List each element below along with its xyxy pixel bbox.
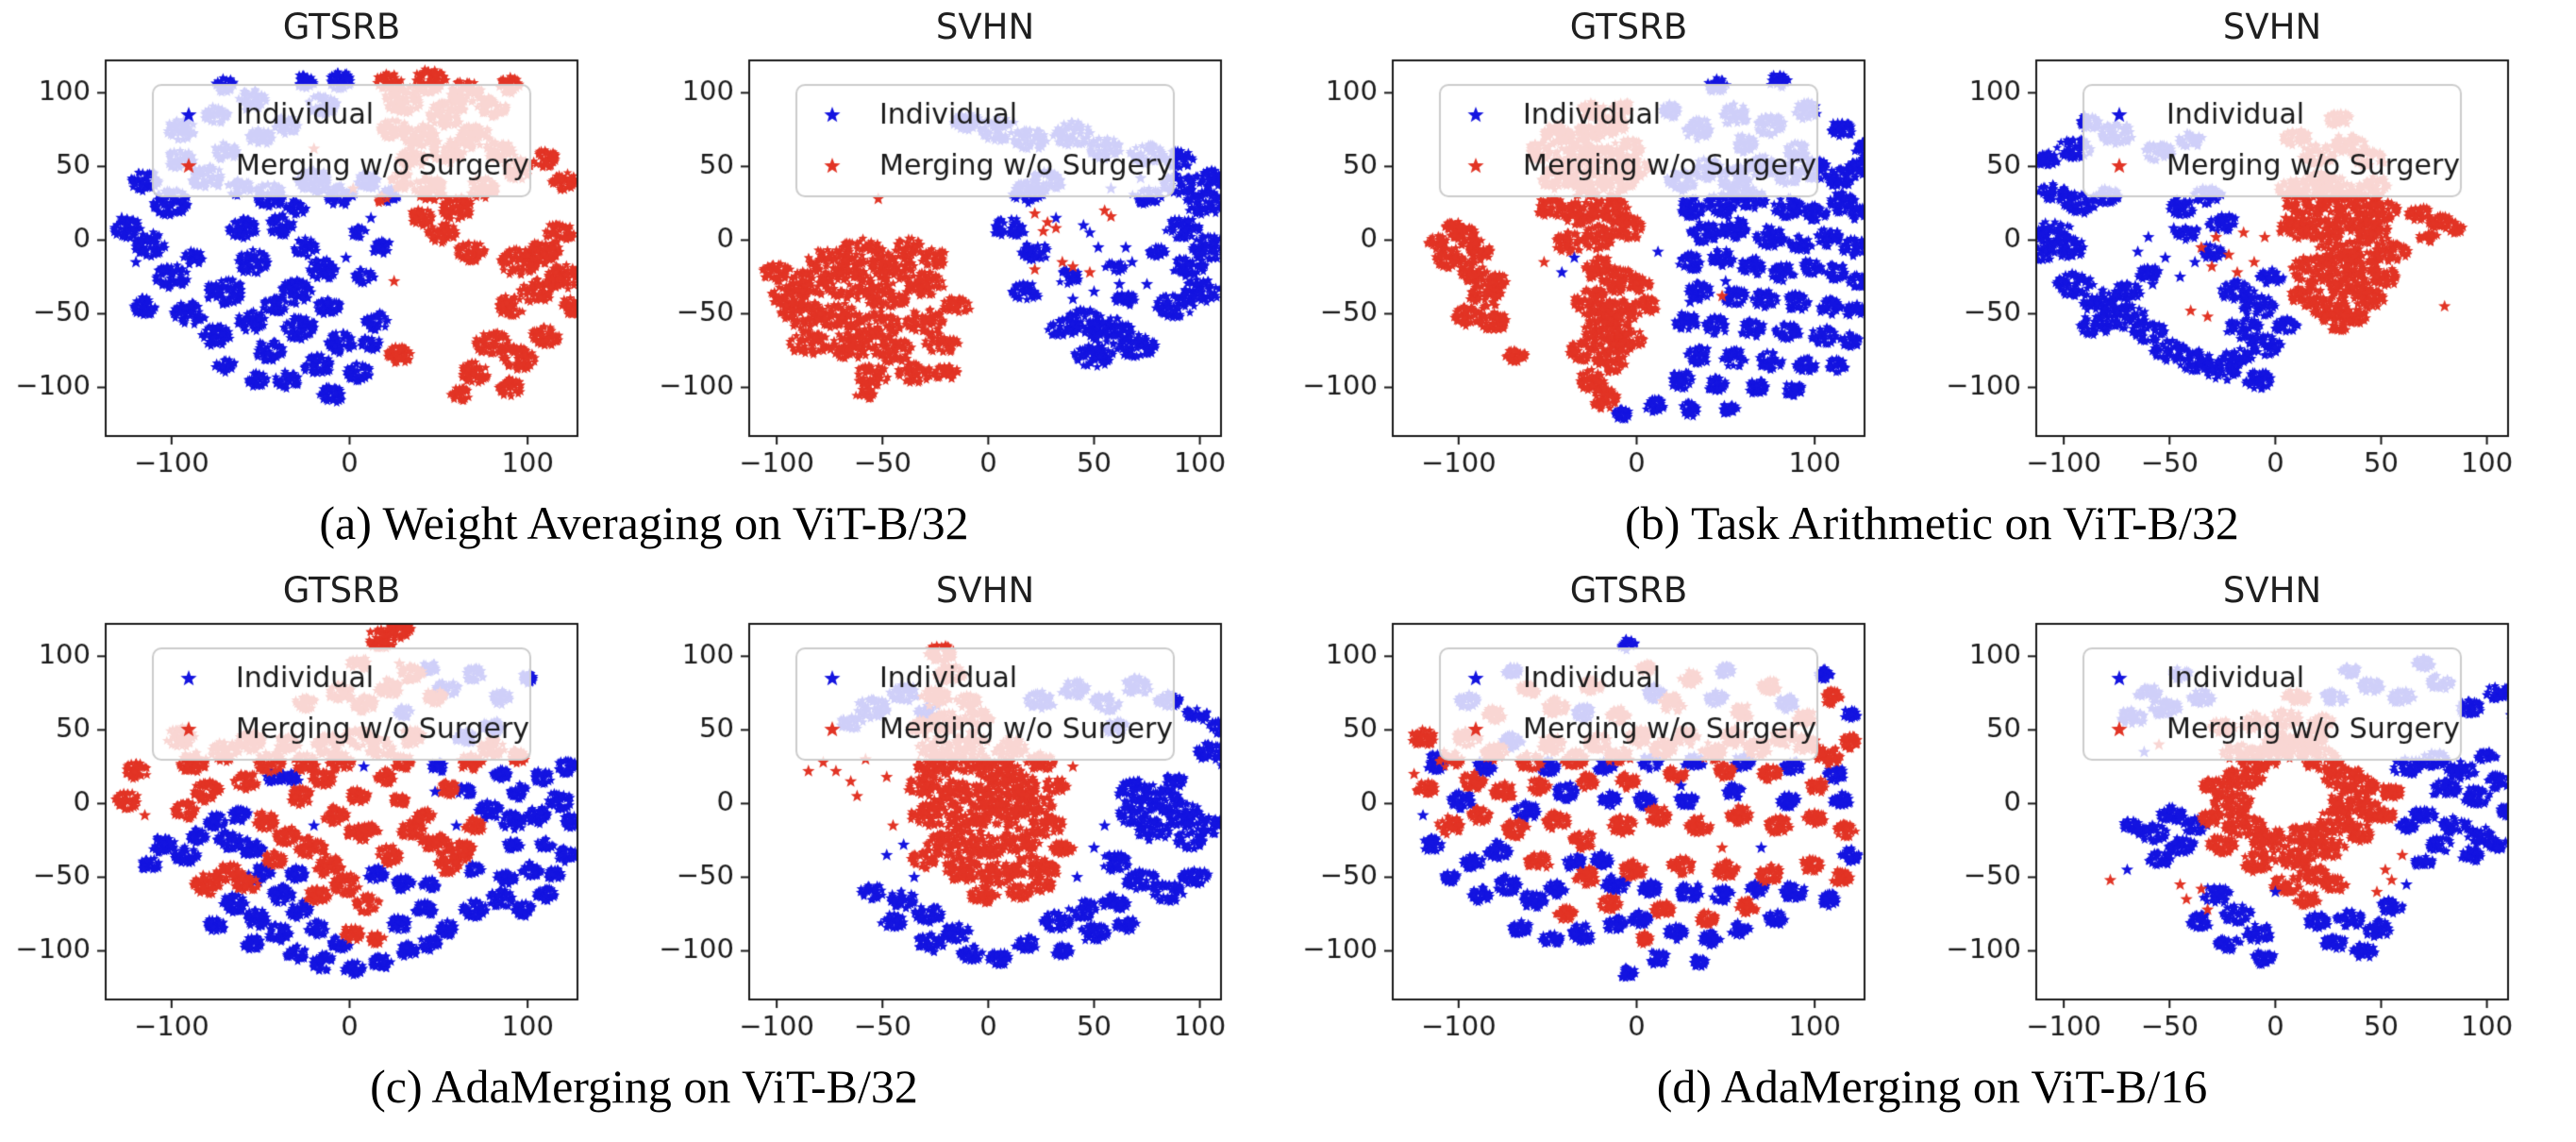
plot-title: GTSRB: [1569, 7, 1688, 47]
scatter-plot-canvas: [644, 616, 1287, 1046]
plot-title: SVHN: [935, 7, 1035, 47]
scatter-plot-canvas: [1287, 53, 1931, 482]
panel-d-svhn: SVHN: [1931, 567, 2574, 1046]
panel-a-svhn: SVHN: [644, 4, 1287, 482]
caption-a: (a) Weight Averaging on ViT-B/32: [319, 496, 969, 549]
panel-a-gtsrb: GTSRB: [0, 4, 644, 482]
scatter-plot-canvas: [1931, 616, 2574, 1046]
plot-title: SVHN: [2222, 570, 2322, 611]
plot-title: GTSRB: [282, 7, 401, 47]
caption-d: (d) AdaMerging on ViT-B/16: [1656, 1060, 2208, 1113]
plot-title: GTSRB: [1569, 570, 1688, 611]
scatter-plot-canvas: [1931, 53, 2574, 482]
panel-b-gtsrb: GTSRB: [1287, 4, 1931, 482]
plot-title: SVHN: [935, 570, 1035, 611]
caption-row-2: (c) AdaMerging on ViT-B/32 (d) AdaMergin…: [0, 1046, 2576, 1127]
scatter-plot-canvas: [0, 616, 644, 1046]
figure-row-1: GTSRB SVHN GTSRB SVHN: [0, 4, 2576, 482]
caption-c: (c) AdaMerging on ViT-B/32: [370, 1060, 918, 1113]
panel-b-svhn: SVHN: [1931, 4, 2574, 482]
figure-row-2: GTSRB SVHN GTSRB SVHN: [0, 567, 2576, 1046]
scatter-plot-canvas: [0, 53, 644, 482]
panel-c-svhn: SVHN: [644, 567, 1287, 1046]
plot-title: SVHN: [2222, 7, 2322, 47]
scatter-plot-canvas: [644, 53, 1287, 482]
caption-b: (b) Task Arithmetic on ViT-B/32: [1625, 496, 2239, 549]
caption-row-1: (a) Weight Averaging on ViT-B/32 (b) Tas…: [0, 482, 2576, 563]
panel-d-gtsrb: GTSRB: [1287, 567, 1931, 1046]
panel-c-gtsrb: GTSRB: [0, 567, 644, 1046]
scatter-plot-canvas: [1287, 616, 1931, 1046]
plot-title: GTSRB: [282, 570, 401, 611]
